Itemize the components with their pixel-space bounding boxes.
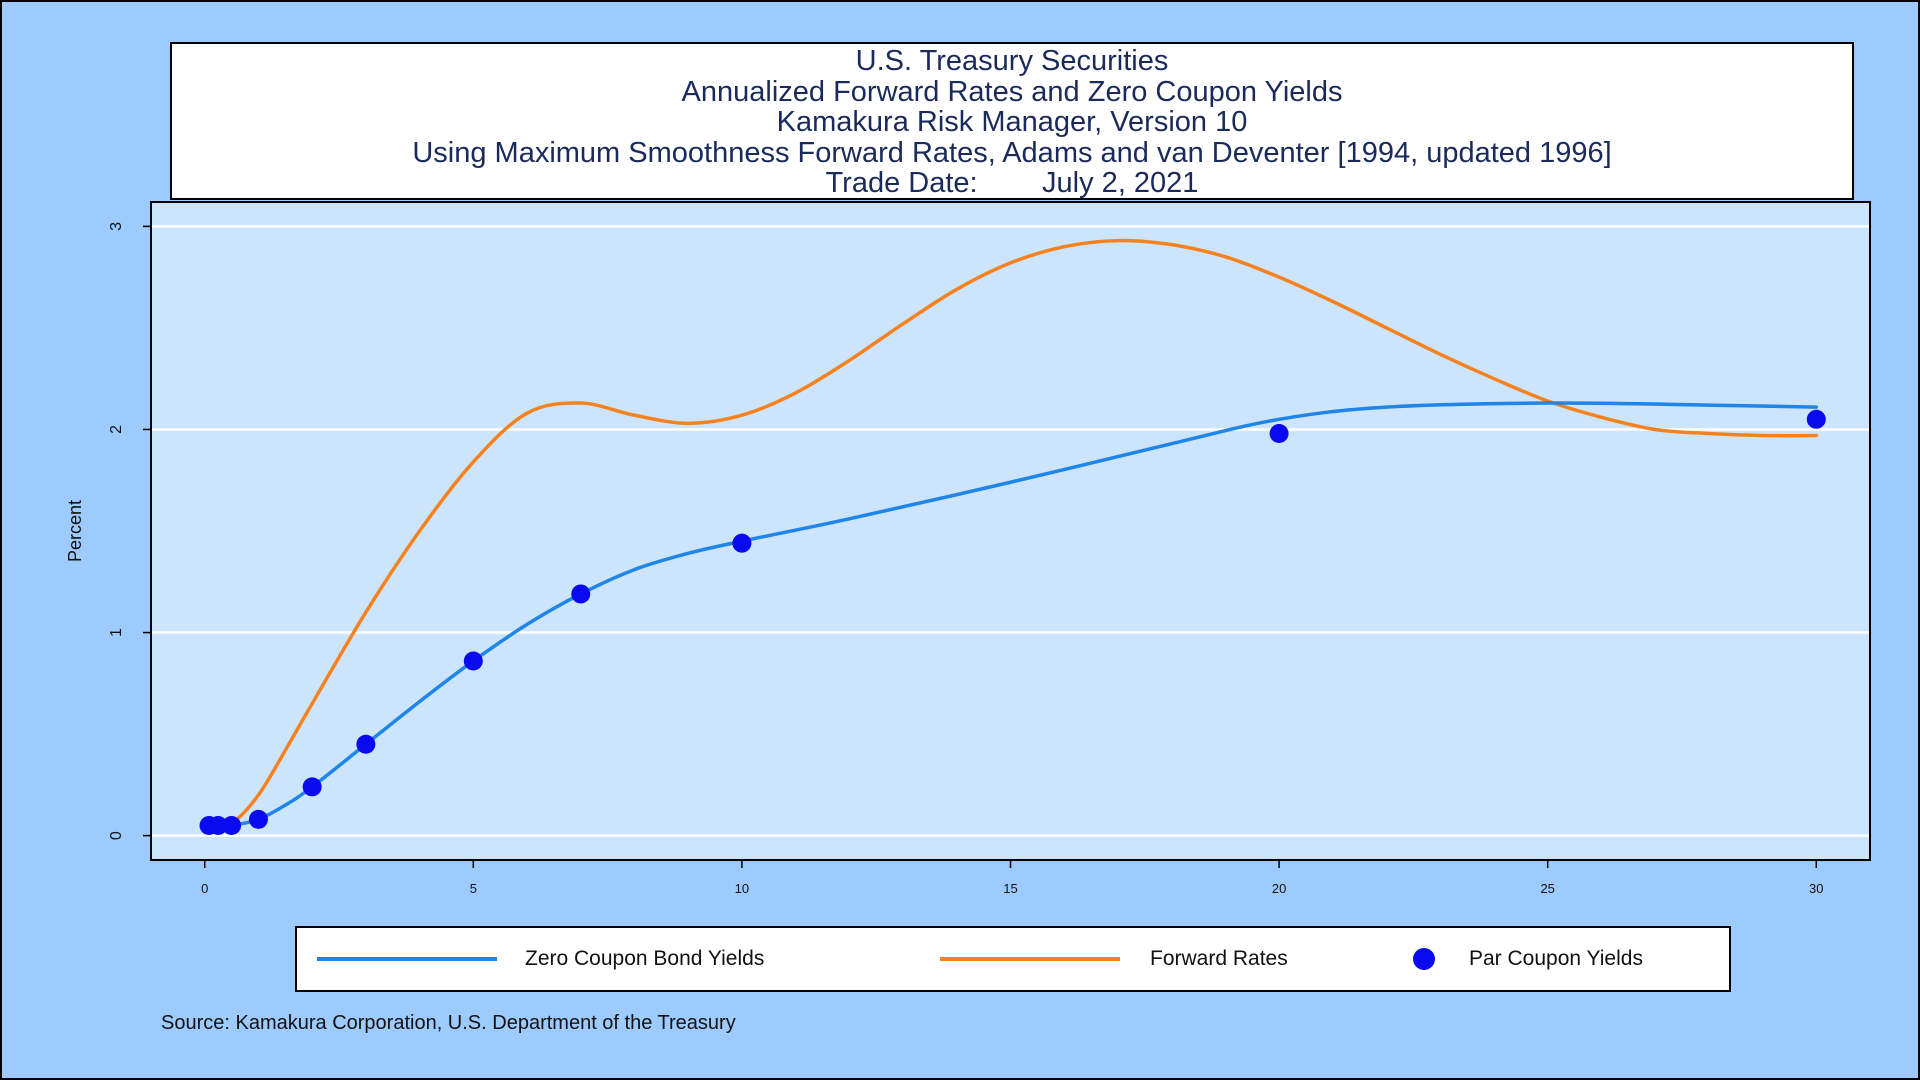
title-line-3: Kamakura Risk Manager, Version 10 <box>776 106 1248 138</box>
par-coupon-point <box>302 777 322 797</box>
legend: Zero Coupon Bond Yields Forward Rates Pa… <box>295 926 1731 992</box>
par-coupon-point <box>463 651 483 671</box>
legend-label-forward: Forward Rates <box>1150 947 1288 970</box>
x-tick-label-30: 30 <box>1809 881 1823 896</box>
x-tick-label-20: 20 <box>1272 881 1286 896</box>
y-tick-label-3: 3 <box>108 222 125 231</box>
series-layer <box>199 238 1826 835</box>
legend-swatch-par-coupon <box>1413 948 1435 970</box>
series-forward-rates-line <box>207 238 1819 830</box>
title-line-5: Trade Date: July 2, 2021 <box>825 167 1199 199</box>
legend-swatch-forward <box>940 957 1120 961</box>
par-coupon-point <box>732 533 752 553</box>
title-line-1: U.S. Treasury Securities <box>855 45 1169 77</box>
chart-title: U.S. Treasury Securities Annualized Forw… <box>170 42 1854 200</box>
grid <box>152 225 1869 837</box>
x-tick-label-25: 25 <box>1540 881 1554 896</box>
par-coupon-point <box>248 809 268 829</box>
legend-entry-zero-coupon: Zero Coupon Bond Yields <box>317 928 764 990</box>
y-axis-label: Percent <box>65 500 85 562</box>
x-tick-label-10: 10 <box>735 881 749 896</box>
par-coupon-point <box>222 815 242 835</box>
legend-entry-par-coupon: Par Coupon Yields <box>1413 928 1643 990</box>
legend-entry-forward: Forward Rates <box>940 928 1288 990</box>
title-line-2: Annualized Forward Rates and Zero Coupon… <box>681 75 1343 108</box>
par-coupon-point <box>1269 424 1289 444</box>
par-coupon-point <box>1806 409 1826 429</box>
x-tick-label-5: 5 <box>470 881 477 896</box>
par-coupon-point <box>208 815 228 835</box>
x-tick-label-15: 15 <box>1003 881 1017 896</box>
title-line-4: Using Maximum Smoothness Forward Rates, … <box>412 136 1612 169</box>
legend-label-par-coupon: Par Coupon Yields <box>1469 947 1643 970</box>
axes: 0 5 10 15 20 25 30 0 1 2 3 <box>108 222 1823 896</box>
y-tick-label-0: 0 <box>108 831 125 840</box>
legend-label-zero-coupon: Zero Coupon Bond Yields <box>525 947 765 970</box>
source-note: Source: Kamakura Corporation, U.S. Depar… <box>161 1012 736 1034</box>
par-coupon-point <box>571 584 591 604</box>
y-tick-label-1: 1 <box>108 628 125 637</box>
legend-swatch-zero-coupon <box>317 957 497 961</box>
plot-area <box>150 201 1871 861</box>
x-tick-label-0: 0 <box>201 881 208 896</box>
par-coupon-point <box>356 734 376 754</box>
y-tick-label-2: 2 <box>108 425 125 434</box>
